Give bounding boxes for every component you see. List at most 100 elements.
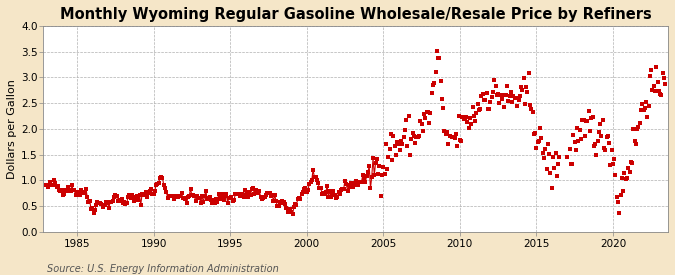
Point xyxy=(596,134,607,138)
Point xyxy=(506,90,516,95)
Point xyxy=(599,145,610,150)
Point xyxy=(550,151,561,155)
Point xyxy=(567,162,578,167)
Point xyxy=(439,129,450,133)
Point xyxy=(628,126,639,131)
Point xyxy=(408,134,419,138)
Point xyxy=(433,56,443,60)
Point xyxy=(429,80,439,85)
Point xyxy=(404,153,415,157)
Point xyxy=(578,118,589,122)
Point xyxy=(645,74,655,78)
Point xyxy=(655,92,666,96)
Point xyxy=(626,160,637,165)
Point xyxy=(553,162,564,167)
Point xyxy=(440,132,451,136)
Point xyxy=(389,144,400,148)
Point xyxy=(377,172,387,177)
Point xyxy=(637,102,648,106)
Point xyxy=(510,95,521,100)
Point xyxy=(590,142,601,147)
Point xyxy=(474,108,485,112)
Point xyxy=(593,130,604,134)
Point xyxy=(471,111,482,116)
Point xyxy=(388,133,399,138)
Point xyxy=(398,134,409,139)
Point xyxy=(450,136,460,141)
Point xyxy=(629,139,640,144)
Point xyxy=(531,146,542,150)
Point xyxy=(583,109,594,114)
Point xyxy=(612,195,622,200)
Point xyxy=(512,104,522,109)
Point xyxy=(589,144,599,149)
Point xyxy=(513,97,524,102)
Point xyxy=(476,94,487,98)
Point xyxy=(493,91,504,96)
Point xyxy=(642,115,653,119)
Point xyxy=(375,193,386,198)
Point xyxy=(394,147,405,152)
Point xyxy=(503,99,514,103)
Point xyxy=(423,110,433,114)
Point xyxy=(535,126,545,130)
Point xyxy=(632,127,643,132)
Point xyxy=(427,90,437,95)
Point xyxy=(537,151,548,156)
Point xyxy=(522,90,533,95)
Point xyxy=(597,118,608,123)
Point xyxy=(520,101,531,106)
Point xyxy=(543,142,554,146)
Point xyxy=(430,70,441,75)
Point xyxy=(410,141,421,145)
Point xyxy=(657,71,668,75)
Text: Source: U.S. Energy Information Administration: Source: U.S. Energy Information Administ… xyxy=(47,264,279,274)
Point xyxy=(517,88,528,93)
Point xyxy=(470,118,481,123)
Point xyxy=(468,114,479,118)
Point xyxy=(516,84,526,89)
Point xyxy=(602,134,613,139)
Point xyxy=(444,134,455,138)
Point xyxy=(540,147,551,151)
Point xyxy=(373,172,383,177)
Point xyxy=(529,132,539,136)
Point xyxy=(660,81,671,86)
Point xyxy=(464,116,475,120)
Point xyxy=(609,157,620,161)
Point xyxy=(427,83,438,87)
Point xyxy=(475,107,485,111)
Point xyxy=(467,105,478,109)
Point xyxy=(507,100,518,104)
Point xyxy=(462,120,473,124)
Point xyxy=(574,128,585,132)
Point xyxy=(435,79,446,83)
Point xyxy=(452,144,462,148)
Point xyxy=(418,112,429,117)
Point xyxy=(616,175,627,180)
Point xyxy=(502,84,512,88)
Point xyxy=(569,139,580,144)
Point xyxy=(626,161,637,165)
Point xyxy=(431,49,442,53)
Point xyxy=(490,83,501,88)
Point xyxy=(656,93,667,97)
Point xyxy=(591,153,601,157)
Point xyxy=(457,115,468,120)
Point xyxy=(486,95,497,99)
Point xyxy=(651,64,661,69)
Point xyxy=(649,83,659,88)
Point xyxy=(371,157,382,161)
Point xyxy=(647,88,658,93)
Point xyxy=(514,94,525,98)
Point xyxy=(533,139,543,144)
Point xyxy=(547,155,558,160)
Point xyxy=(434,56,445,60)
Point xyxy=(603,141,614,145)
Point xyxy=(497,93,508,97)
Point xyxy=(549,166,560,170)
Point xyxy=(415,118,426,123)
Point xyxy=(608,161,618,166)
Point xyxy=(504,93,515,98)
Point xyxy=(463,126,474,130)
